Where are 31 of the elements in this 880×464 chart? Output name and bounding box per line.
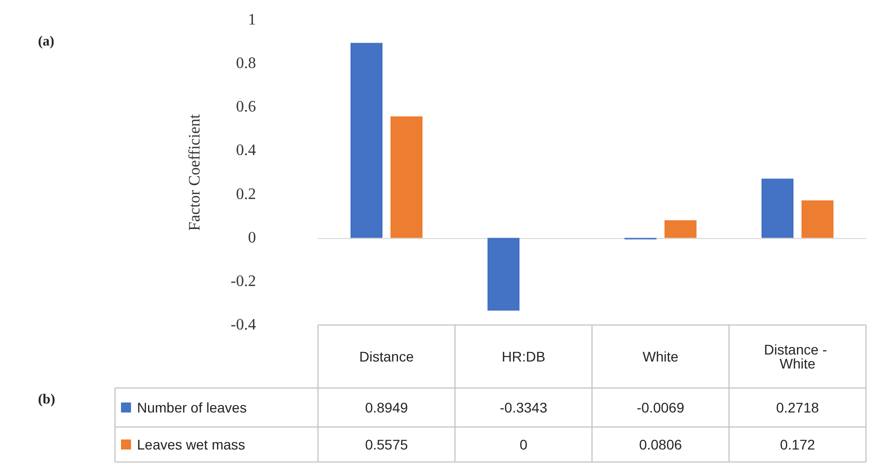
data-label: -0.3343 <box>500 400 548 416</box>
y-tick-label: 1 <box>248 12 256 28</box>
data-label: 0.172 <box>780 436 816 452</box>
x-tick-label: Distance <box>359 348 414 364</box>
legend-label: Leaves wet mass <box>137 436 246 452</box>
bar <box>802 200 834 238</box>
data-label: 0.8949 <box>365 400 408 416</box>
legend-label: Number of leaves <box>137 400 247 416</box>
y-tick-label: -0.2 <box>230 272 256 290</box>
data-label: -0.0069 <box>636 400 684 416</box>
data-label: 0.5575 <box>365 436 408 452</box>
x-tick-label: HR:DB <box>502 348 546 364</box>
y-tick-label: 0.6 <box>236 98 256 116</box>
bar <box>488 238 520 311</box>
text: (b) <box>38 392 56 408</box>
bar <box>390 116 422 238</box>
y-tick-label: 0.8 <box>236 55 256 72</box>
data-label: 0 <box>520 436 528 452</box>
x-tick-label: White <box>642 348 679 364</box>
x-tick-label: Distance - White <box>764 342 831 372</box>
y-tick-label: 0.2 <box>236 186 256 203</box>
bar <box>350 42 382 238</box>
bar <box>664 220 696 238</box>
text: (a) <box>38 34 55 50</box>
data-label: 0.0806 <box>639 436 682 452</box>
bar <box>762 178 794 238</box>
y-tick-label: -0.4 <box>230 316 256 334</box>
data-label: 0.2718 <box>776 400 820 416</box>
y-tick-label: 0 <box>248 229 256 246</box>
y-axis-title: Factor Coefficient <box>186 114 204 231</box>
y-tick-label: 0.4 <box>236 142 256 160</box>
